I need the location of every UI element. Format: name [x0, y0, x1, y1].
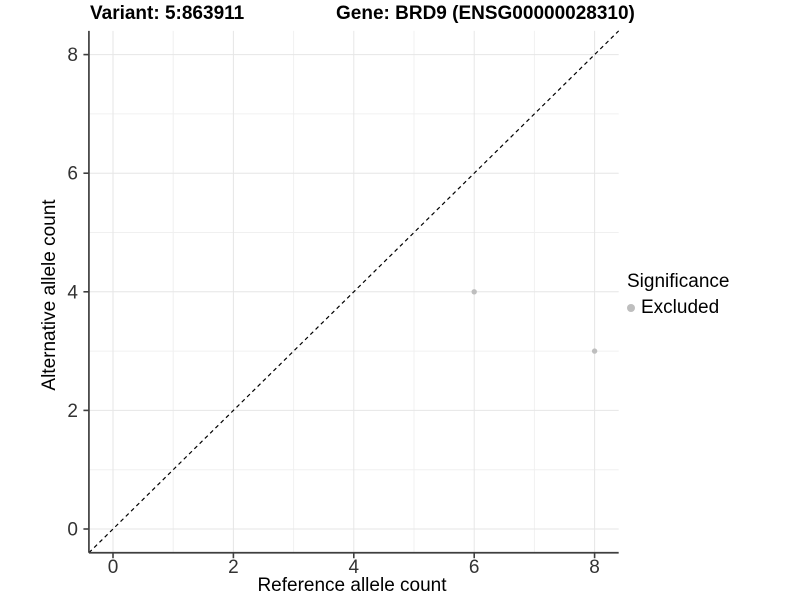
legend-title: Significance [627, 271, 730, 292]
plot-title-variant: Variant: 5:863911 [90, 3, 245, 24]
x-tick-label: 0 [108, 557, 119, 578]
x-axis-title: Reference allele count [257, 575, 447, 596]
x-tick-label: 8 [589, 557, 600, 578]
legend: Significance Excluded [627, 271, 729, 319]
data-point [591, 348, 598, 354]
y-tick-label: 2 [67, 401, 78, 422]
y-tick-label: 0 [67, 520, 78, 541]
y-tick-label: 4 [67, 282, 78, 303]
x-tick-label: 4 [349, 557, 360, 578]
legend-item-label: Excluded [641, 297, 720, 318]
legend-point-icon [627, 304, 635, 312]
data-point [471, 289, 477, 295]
y-tick-label: 6 [67, 164, 78, 185]
x-tick-label: 6 [469, 557, 480, 578]
legend-item-excluded: Excluded [627, 297, 729, 319]
x-tick-label: 2 [228, 557, 239, 578]
y-tick-label: 8 [67, 45, 78, 66]
plot-title-gene: Gene: BRD9 (ENSG00000028310) [336, 3, 635, 24]
y-axis-title: Alternative allele count [39, 199, 60, 391]
identity-line [88, 30, 620, 554]
